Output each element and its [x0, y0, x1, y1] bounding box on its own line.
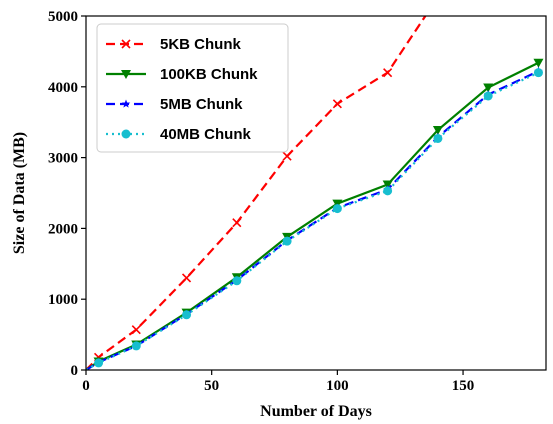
y-tick-label: 2000 [48, 221, 78, 237]
x-tick-label: 100 [326, 378, 349, 394]
data-point [181, 273, 192, 283]
legend-entry: 5KB Chunk [106, 36, 241, 53]
x-tick-label: 0 [82, 378, 90, 394]
data-point [332, 99, 342, 109]
data-point [533, 58, 544, 68]
legend-marker [121, 39, 131, 49]
legend-label: 5KB Chunk [160, 36, 241, 53]
y-axis-title: Size of Data (MB) [11, 132, 28, 254]
y-tick-label: 4000 [48, 80, 78, 96]
data-point [483, 91, 493, 101]
data-point [131, 341, 141, 351]
legend: 5KB Chunk 100KB Chunk 5MB Chunk 40MB Chunk [96, 23, 289, 153]
x-tick-label: 50 [204, 378, 219, 394]
legend-marker [121, 129, 131, 139]
series-40mb-chunk [86, 68, 543, 370]
y-tick-label: 5000 [48, 9, 78, 25]
data-point [232, 276, 242, 286]
data-point [432, 125, 443, 135]
data-point [182, 310, 192, 320]
data-point [433, 133, 443, 143]
data-point [232, 218, 242, 228]
x-axis-title: Number of Days [260, 403, 372, 420]
legend-entry: 100KB Chunk [106, 66, 258, 83]
data-point [332, 204, 342, 214]
data-point [383, 186, 393, 196]
legend-marker [121, 99, 131, 108]
series-layer [86, 16, 544, 370]
series-5kb-chunk [86, 16, 427, 370]
legend-marker [121, 70, 131, 79]
legend-entry: 5MB Chunk [106, 96, 243, 113]
legend-label: 100KB Chunk [160, 66, 258, 83]
plot-frame [85, 15, 547, 371]
legend-entry: 40MB Chunk [106, 126, 252, 143]
data-point [131, 325, 141, 335]
y-tick-label: 1000 [48, 292, 78, 308]
data-point [383, 68, 393, 78]
y-tick-label: 3000 [48, 151, 78, 167]
legend-box [96, 23, 289, 153]
tick-layer: 0 50 100 150 0 1000 2000 3000 4000 5000 [48, 9, 474, 394]
data-point [282, 236, 292, 246]
legend-label: 40MB Chunk [160, 126, 252, 143]
data-point [483, 83, 494, 93]
data-point [533, 68, 543, 78]
y-tick-label: 0 [71, 363, 79, 379]
legend-label: 5MB Chunk [160, 96, 243, 113]
data-point [94, 358, 104, 368]
x-tick-label: 150 [452, 378, 475, 394]
data-point [282, 151, 292, 161]
